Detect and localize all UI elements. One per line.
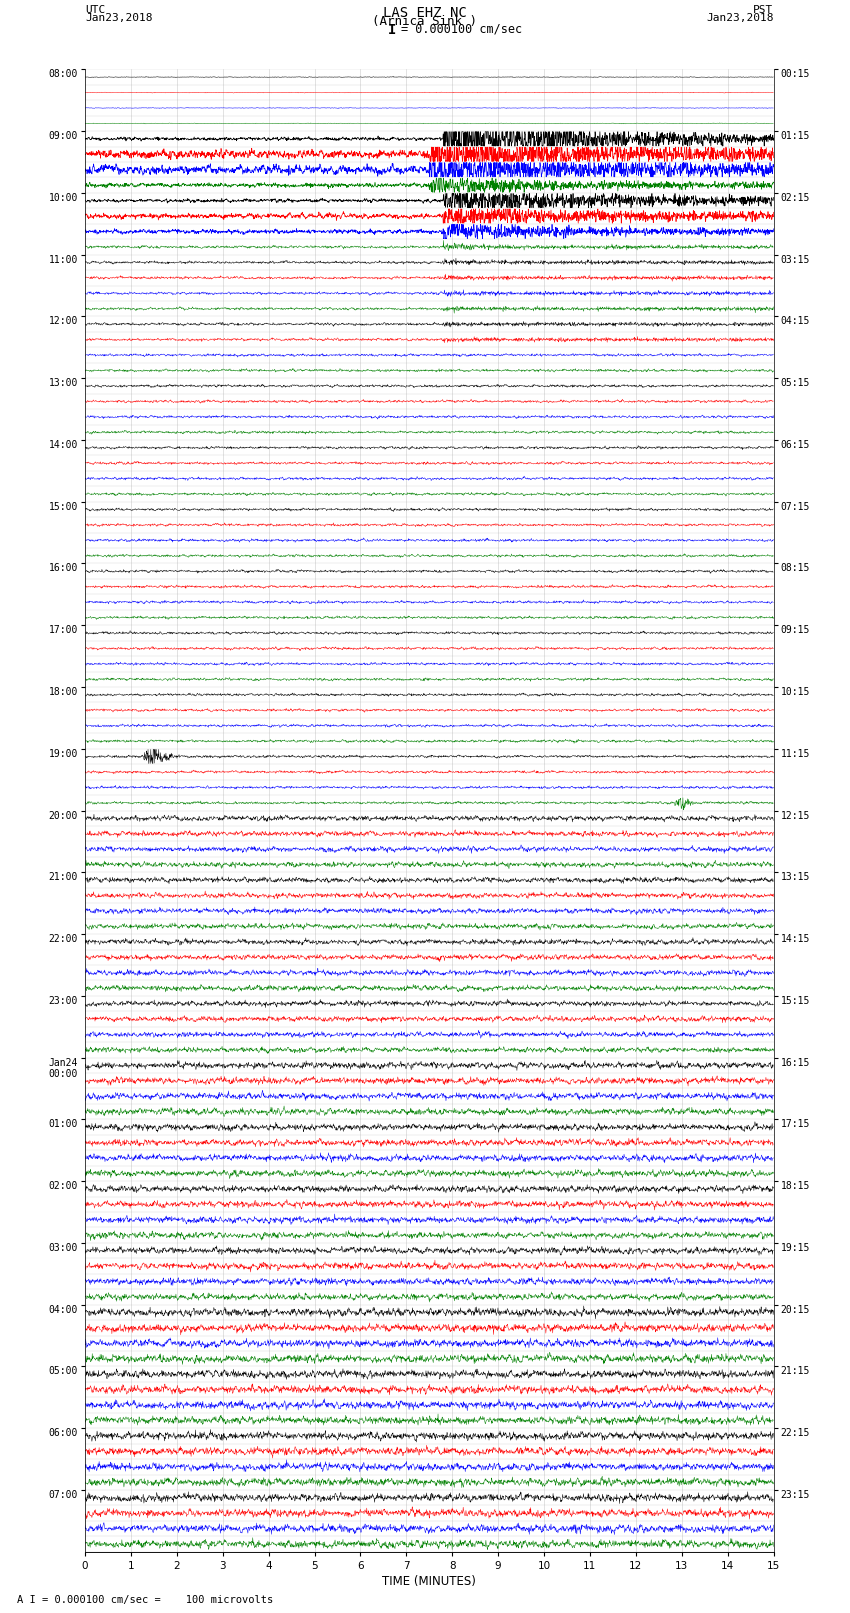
Text: (Arnica Sink ): (Arnica Sink ) (372, 15, 478, 27)
Text: PST: PST (753, 5, 774, 15)
Text: A I = 0.000100 cm/sec =    100 microvolts: A I = 0.000100 cm/sec = 100 microvolts (17, 1595, 273, 1605)
X-axis label: TIME (MINUTES): TIME (MINUTES) (382, 1574, 476, 1587)
Text: = 0.000100 cm/sec: = 0.000100 cm/sec (401, 23, 522, 35)
Text: Jan23,2018: Jan23,2018 (85, 13, 152, 23)
Text: Jan23,2018: Jan23,2018 (706, 13, 774, 23)
Text: UTC: UTC (85, 5, 105, 15)
Text: LAS EHZ NC: LAS EHZ NC (383, 6, 467, 21)
Text: I: I (388, 23, 396, 37)
